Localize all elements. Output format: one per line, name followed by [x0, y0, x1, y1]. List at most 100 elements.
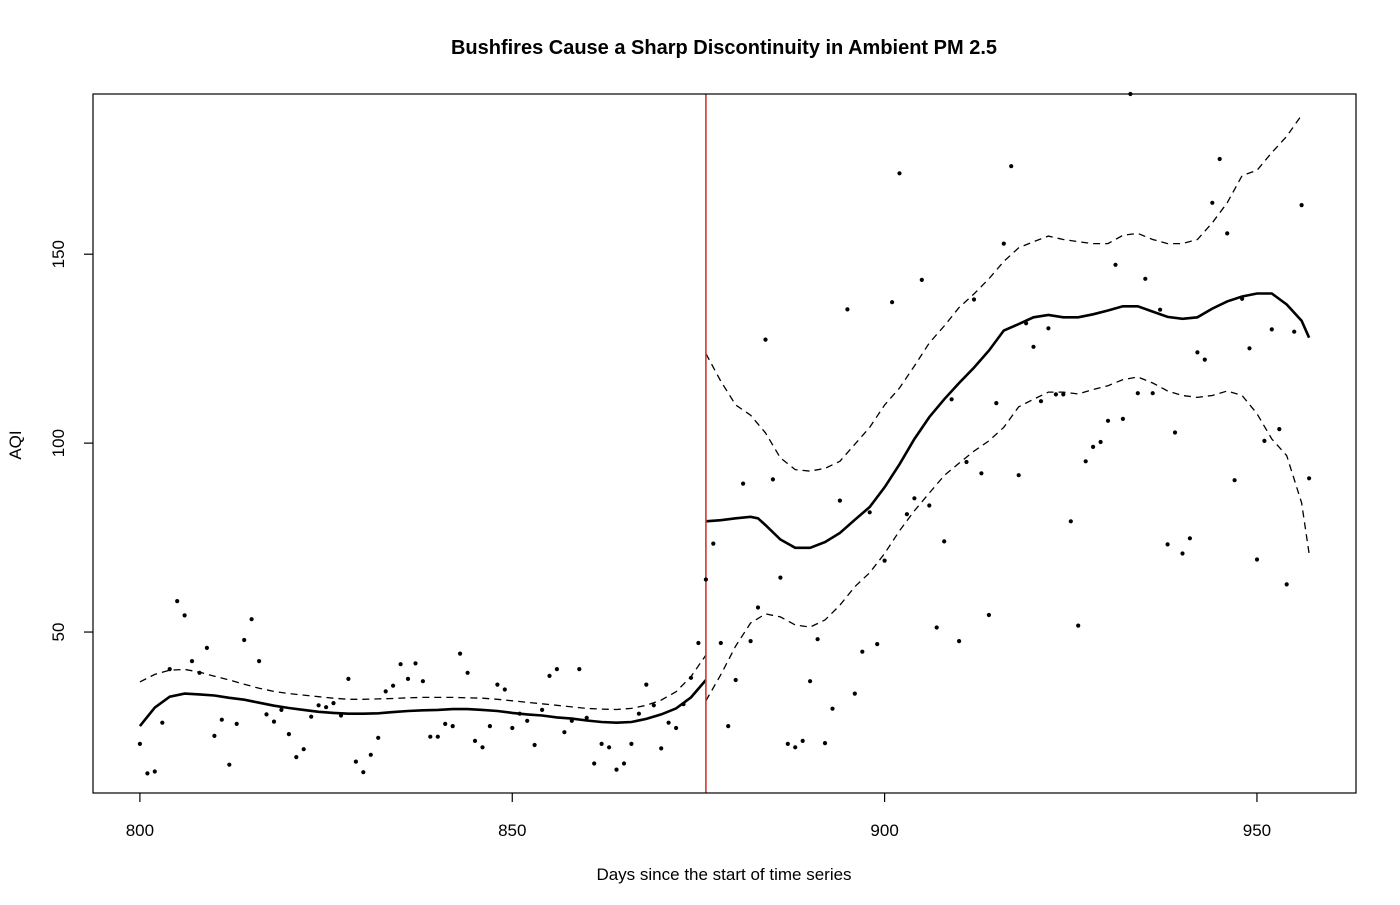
data-point — [331, 701, 336, 706]
data-point — [167, 667, 172, 672]
data-point — [1158, 307, 1163, 312]
data-point — [994, 401, 999, 406]
data-point — [1232, 478, 1237, 483]
data-point — [1247, 346, 1252, 351]
plot-frame — [92, 93, 1357, 794]
data-point — [837, 498, 843, 503]
data-point — [1016, 473, 1021, 478]
data-point — [182, 613, 187, 618]
data-point — [1150, 391, 1155, 396]
data-point — [875, 642, 880, 647]
data-point — [443, 721, 448, 727]
data-point — [353, 759, 358, 764]
data-point — [1038, 399, 1044, 404]
data-point — [636, 711, 642, 716]
data-point — [584, 715, 589, 720]
data-point — [495, 682, 500, 687]
data-point — [1091, 444, 1096, 449]
data-point — [1180, 551, 1185, 556]
data-point — [324, 705, 329, 710]
data-point — [651, 703, 656, 708]
data-point — [1210, 200, 1215, 205]
data-point — [748, 639, 753, 644]
data-point — [890, 300, 895, 305]
data-point — [1098, 439, 1103, 445]
scatter-points-layer — [137, 91, 1312, 776]
data-point — [726, 724, 731, 729]
data-point — [1254, 557, 1260, 562]
y-axis-label: AQI — [6, 430, 25, 459]
data-point — [361, 770, 366, 775]
data-point — [1165, 542, 1170, 547]
confidence-band-line — [705, 376, 1310, 702]
data-point — [450, 724, 455, 729]
plot-area — [137, 91, 1312, 793]
data-point — [718, 640, 723, 646]
data-point — [294, 755, 299, 760]
data-point — [227, 762, 232, 767]
data-point — [480, 745, 485, 750]
data-point — [1262, 438, 1267, 443]
data-point — [867, 510, 872, 515]
data-point — [644, 682, 649, 687]
data-point — [1120, 416, 1125, 421]
data-point — [249, 617, 254, 622]
data-point — [659, 746, 664, 751]
data-point — [405, 676, 411, 682]
data-point — [1307, 476, 1312, 481]
data-point — [197, 670, 202, 675]
data-point — [428, 734, 433, 739]
data-point — [755, 605, 761, 610]
data-point — [219, 717, 224, 722]
y-axis: 50 100 150 — [49, 240, 93, 642]
data-point — [175, 599, 180, 604]
data-point — [517, 711, 522, 716]
data-point — [763, 337, 768, 342]
data-point — [525, 718, 530, 723]
confidence-band-line — [139, 654, 707, 711]
data-point — [1105, 418, 1111, 423]
x-axis: 800 850 900 950 — [126, 793, 1271, 840]
data-point — [979, 471, 984, 476]
data-point — [696, 640, 701, 646]
data-point — [532, 742, 537, 748]
data-point — [391, 683, 396, 688]
data-point — [957, 639, 962, 644]
data-point — [688, 675, 694, 680]
data-point — [1225, 231, 1230, 236]
data-point — [569, 718, 574, 723]
data-point — [822, 741, 828, 746]
data-point — [1031, 344, 1036, 349]
data-point — [1083, 459, 1088, 464]
data-point — [971, 297, 977, 302]
data-point — [137, 741, 142, 747]
x-axis-label: Days since the start of time series — [596, 865, 851, 884]
data-point — [733, 677, 738, 683]
data-point — [1172, 430, 1178, 435]
data-point — [1187, 536, 1192, 541]
data-point — [458, 651, 463, 656]
data-point — [927, 503, 932, 508]
data-point — [152, 769, 157, 774]
data-point — [607, 745, 612, 750]
data-point — [1284, 582, 1289, 587]
fitted-trend-line — [138, 679, 707, 727]
data-point — [398, 662, 403, 667]
y-tick-label: 150 — [49, 240, 68, 268]
data-point — [785, 741, 790, 747]
data-point — [160, 720, 165, 725]
x-tick-label: 800 — [126, 821, 154, 840]
data-point — [793, 745, 798, 750]
data-point — [852, 691, 857, 696]
data-point — [145, 771, 150, 776]
data-point — [711, 541, 716, 546]
data-point — [420, 679, 425, 684]
fit-line-layer — [138, 114, 1311, 727]
y-tick-label: 50 — [49, 623, 68, 642]
data-point — [681, 702, 686, 707]
data-point — [487, 724, 492, 729]
data-point — [919, 277, 924, 282]
data-point — [949, 397, 954, 402]
data-point — [465, 670, 470, 675]
data-point — [346, 676, 351, 682]
